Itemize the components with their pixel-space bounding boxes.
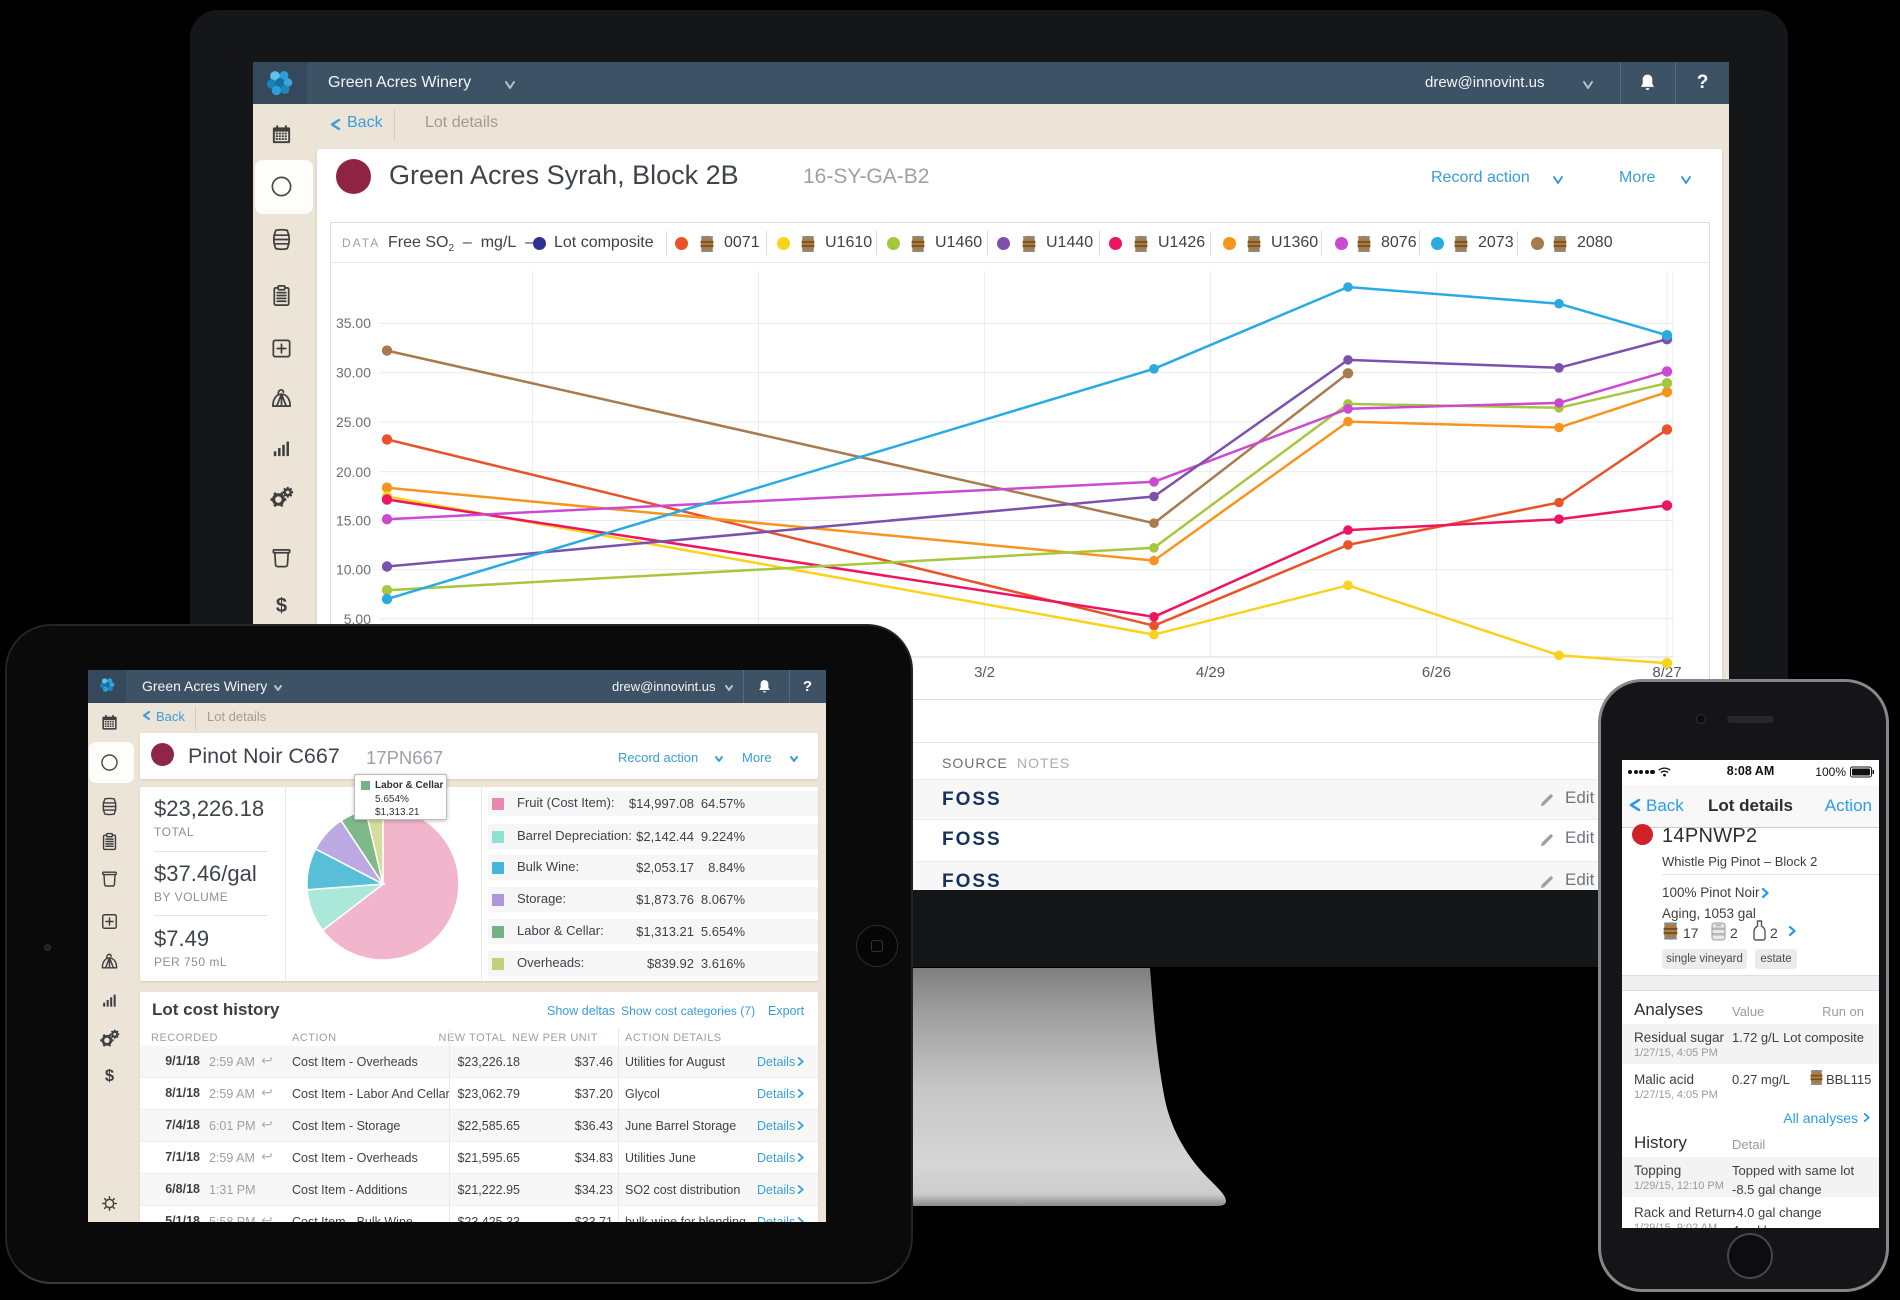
svg-text:$: $: [276, 595, 287, 617]
svg-text:4/29: 4/29: [1196, 664, 1225, 681]
svg-text:20.00: 20.00: [336, 464, 371, 480]
svg-text:30.00: 30.00: [336, 365, 371, 381]
svg-text:15.00: 15.00: [336, 512, 371, 528]
svg-text:5.00: 5.00: [344, 611, 371, 627]
svg-text:8/27: 8/27: [1652, 664, 1681, 681]
svg-text:35.00: 35.00: [336, 315, 371, 331]
svg-text:$: $: [105, 1066, 114, 1085]
svg-text:10.00: 10.00: [336, 562, 371, 578]
svg-text:6/26: 6/26: [1422, 664, 1451, 681]
svg-text:25.00: 25.00: [336, 414, 371, 430]
svg-text:3/2: 3/2: [974, 664, 995, 681]
